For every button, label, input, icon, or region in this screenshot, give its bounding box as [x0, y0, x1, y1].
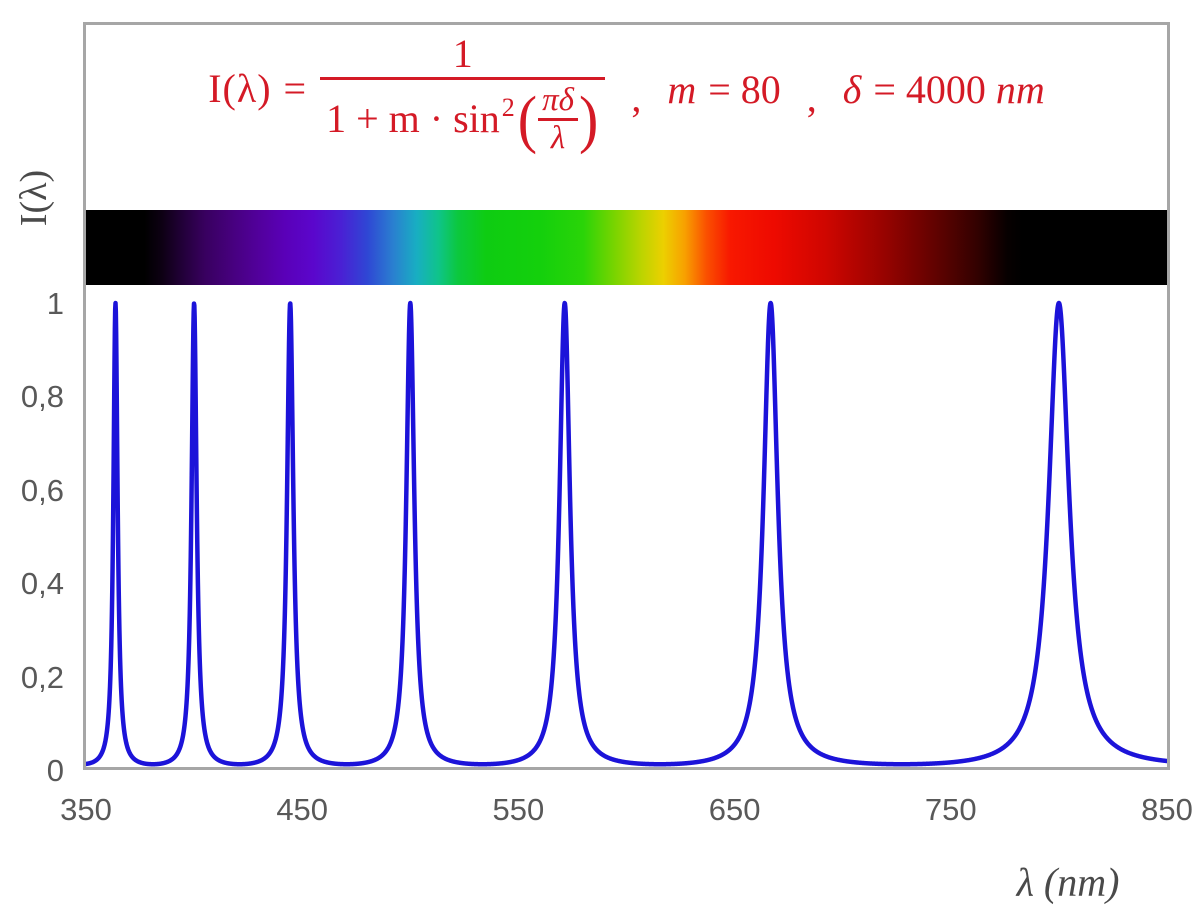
- y-tick-label: 0,4: [20, 566, 64, 602]
- formula: I(λ) = 1 1 + m · sin 2 ( πδ λ ) ,: [86, 33, 1167, 155]
- inner-numerator: πδ: [542, 82, 574, 118]
- spectrum-bar: [86, 210, 1167, 285]
- y-tick-label: 0,2: [20, 659, 64, 695]
- x-tick-label: 750: [924, 792, 977, 827]
- formula-lhs: I(λ): [208, 66, 272, 112]
- y-tick-label: 0,6: [20, 472, 64, 508]
- y-tick-label: 0: [46, 753, 64, 788]
- close-paren: ): [578, 82, 599, 155]
- inner-fraction-bar: [538, 118, 578, 121]
- denominator-text: 1 + m · sin: [326, 96, 500, 142]
- y-tick-label: 0,8: [20, 379, 64, 415]
- y-tick-label: 1: [46, 286, 64, 321]
- param-delta-symbol: δ: [842, 67, 862, 113]
- chart-frame: I(λ) = 1 1 + m · sin 2 ( πδ λ ) ,: [83, 22, 1170, 770]
- inner-fraction: πδ λ: [538, 84, 578, 155]
- separator-comma: ,: [806, 75, 817, 121]
- fraction-bar: [320, 77, 606, 80]
- x-tick-label: 650: [708, 792, 761, 827]
- x-axis-title: λ (nm): [1016, 859, 1120, 905]
- param-m-symbol: m: [667, 67, 697, 113]
- separator-comma: ,: [631, 75, 642, 121]
- curve-line: [86, 300, 1167, 767]
- inner-denominator: λ: [550, 119, 566, 156]
- y-axis-title: I(λ): [13, 169, 55, 227]
- param-delta-value: = 4000: [873, 67, 986, 113]
- sin-squared-exponent: 2: [501, 92, 515, 122]
- fraction-numerator: 1: [452, 31, 473, 76]
- intensity-curve: [86, 300, 1167, 767]
- x-tick-label: 550: [492, 792, 545, 827]
- open-paren: (: [517, 82, 538, 155]
- x-tick-label: 450: [276, 792, 329, 827]
- x-tick-label: 350: [60, 792, 112, 827]
- formula-fraction: 1 1 + m · sin 2 ( πδ λ ): [320, 31, 606, 155]
- param-m-value: = 80: [708, 67, 781, 113]
- equals-sign: =: [283, 66, 307, 112]
- param-delta-unit: nm: [995, 67, 1045, 113]
- fraction-denominator: 1 + m · sin 2 ( πδ λ ): [320, 80, 605, 155]
- x-tick-label: 850: [1141, 792, 1193, 827]
